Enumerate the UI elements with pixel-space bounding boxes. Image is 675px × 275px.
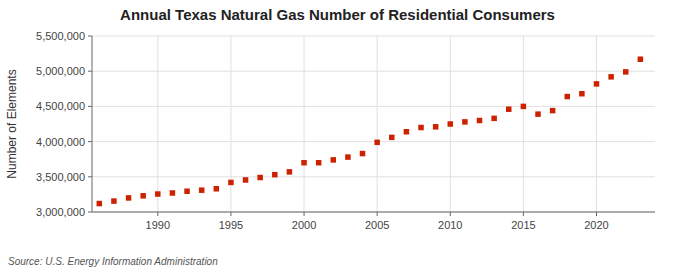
point: [623, 69, 629, 75]
tick-y: [88, 106, 92, 107]
point: [345, 154, 351, 160]
point: [404, 129, 410, 135]
point: [506, 106, 512, 112]
point: [462, 119, 468, 125]
point: [155, 191, 161, 197]
point: [579, 91, 585, 97]
point: [257, 175, 263, 181]
chart: Annual Texas Natural Gas Number of Resid…: [0, 0, 675, 275]
tick-label-y: 4,000,000: [36, 136, 85, 148]
grid-line-x: [523, 36, 524, 212]
point: [214, 186, 220, 192]
grid-line-y: [92, 71, 655, 72]
axis-x: [92, 212, 655, 213]
point: [389, 135, 395, 141]
point: [97, 201, 103, 207]
tick-label-x: 2020: [584, 219, 608, 231]
grid-line-y: [92, 36, 655, 37]
point: [184, 188, 190, 194]
tick-x: [523, 212, 524, 216]
point: [243, 177, 249, 183]
tick-label-x: 2005: [365, 219, 389, 231]
point: [111, 198, 117, 204]
tick-x: [230, 212, 231, 216]
point: [521, 104, 527, 110]
axes: 3,000,000 3,500,000 4,000,000 4,500,000 5,00…: [36, 30, 655, 231]
tick-y: [88, 212, 92, 213]
tick-y: [88, 71, 92, 72]
axis-y: [92, 36, 93, 212]
grid-line-y: [92, 176, 655, 177]
grid-line-x: [230, 36, 231, 212]
point: [491, 116, 497, 122]
tick-label-y: 5,000,000: [36, 65, 85, 77]
point: [374, 140, 380, 146]
tick-label-x: 2000: [292, 219, 316, 231]
tick-label-x: 2010: [438, 219, 462, 231]
grid-line-x: [157, 36, 158, 212]
tick-x: [304, 212, 305, 216]
grid-line-x: [377, 36, 378, 212]
point: [301, 160, 307, 166]
grid-line-x: [304, 36, 305, 212]
point: [433, 124, 439, 130]
tick-label-y: 4,500,000: [36, 100, 85, 112]
point: [316, 160, 322, 166]
tick-y: [88, 141, 92, 142]
source-note: Source: U.S. Energy Information Administ…: [8, 256, 218, 267]
tick-y: [88, 176, 92, 177]
grid-line-y: [92, 106, 655, 107]
point: [477, 118, 483, 124]
point: [594, 81, 600, 87]
tick-label-y: 3,500,000: [36, 171, 85, 183]
grid: [92, 36, 655, 212]
tick-label-x: 1990: [146, 219, 170, 231]
tick-label-y: 3,000,000: [36, 206, 85, 218]
tick-x: [157, 212, 158, 216]
point: [272, 172, 278, 178]
point: [418, 125, 424, 130]
y-axis-label: Number of Elements: [5, 69, 19, 178]
point: [360, 151, 366, 157]
point: [228, 180, 234, 186]
point: [550, 108, 556, 114]
point: [126, 195, 132, 201]
point: [638, 56, 644, 62]
tick-label-x: 1995: [219, 219, 243, 231]
tick-y: [88, 36, 92, 37]
grid-line-x: [596, 36, 597, 212]
tick-x: [596, 212, 597, 216]
tick-label-x: 2015: [511, 219, 535, 231]
tick-label-y: 5,500,000: [36, 30, 85, 42]
point: [170, 190, 176, 196]
point: [565, 94, 571, 100]
point: [287, 169, 293, 175]
point: [535, 111, 541, 117]
point: [331, 157, 337, 163]
point: [448, 121, 454, 127]
point: [199, 187, 205, 193]
grid-line-y: [92, 141, 655, 142]
tick-x: [450, 212, 451, 216]
point: [608, 74, 614, 80]
title: Annual Texas Natural Gas Number of Resid…: [120, 6, 555, 23]
grid-line-y: [92, 212, 655, 213]
point: [140, 193, 146, 199]
data-points: [97, 56, 644, 206]
chart-container: Annual Texas Natural Gas Number of Resid…: [0, 0, 675, 275]
tick-x: [377, 212, 378, 216]
